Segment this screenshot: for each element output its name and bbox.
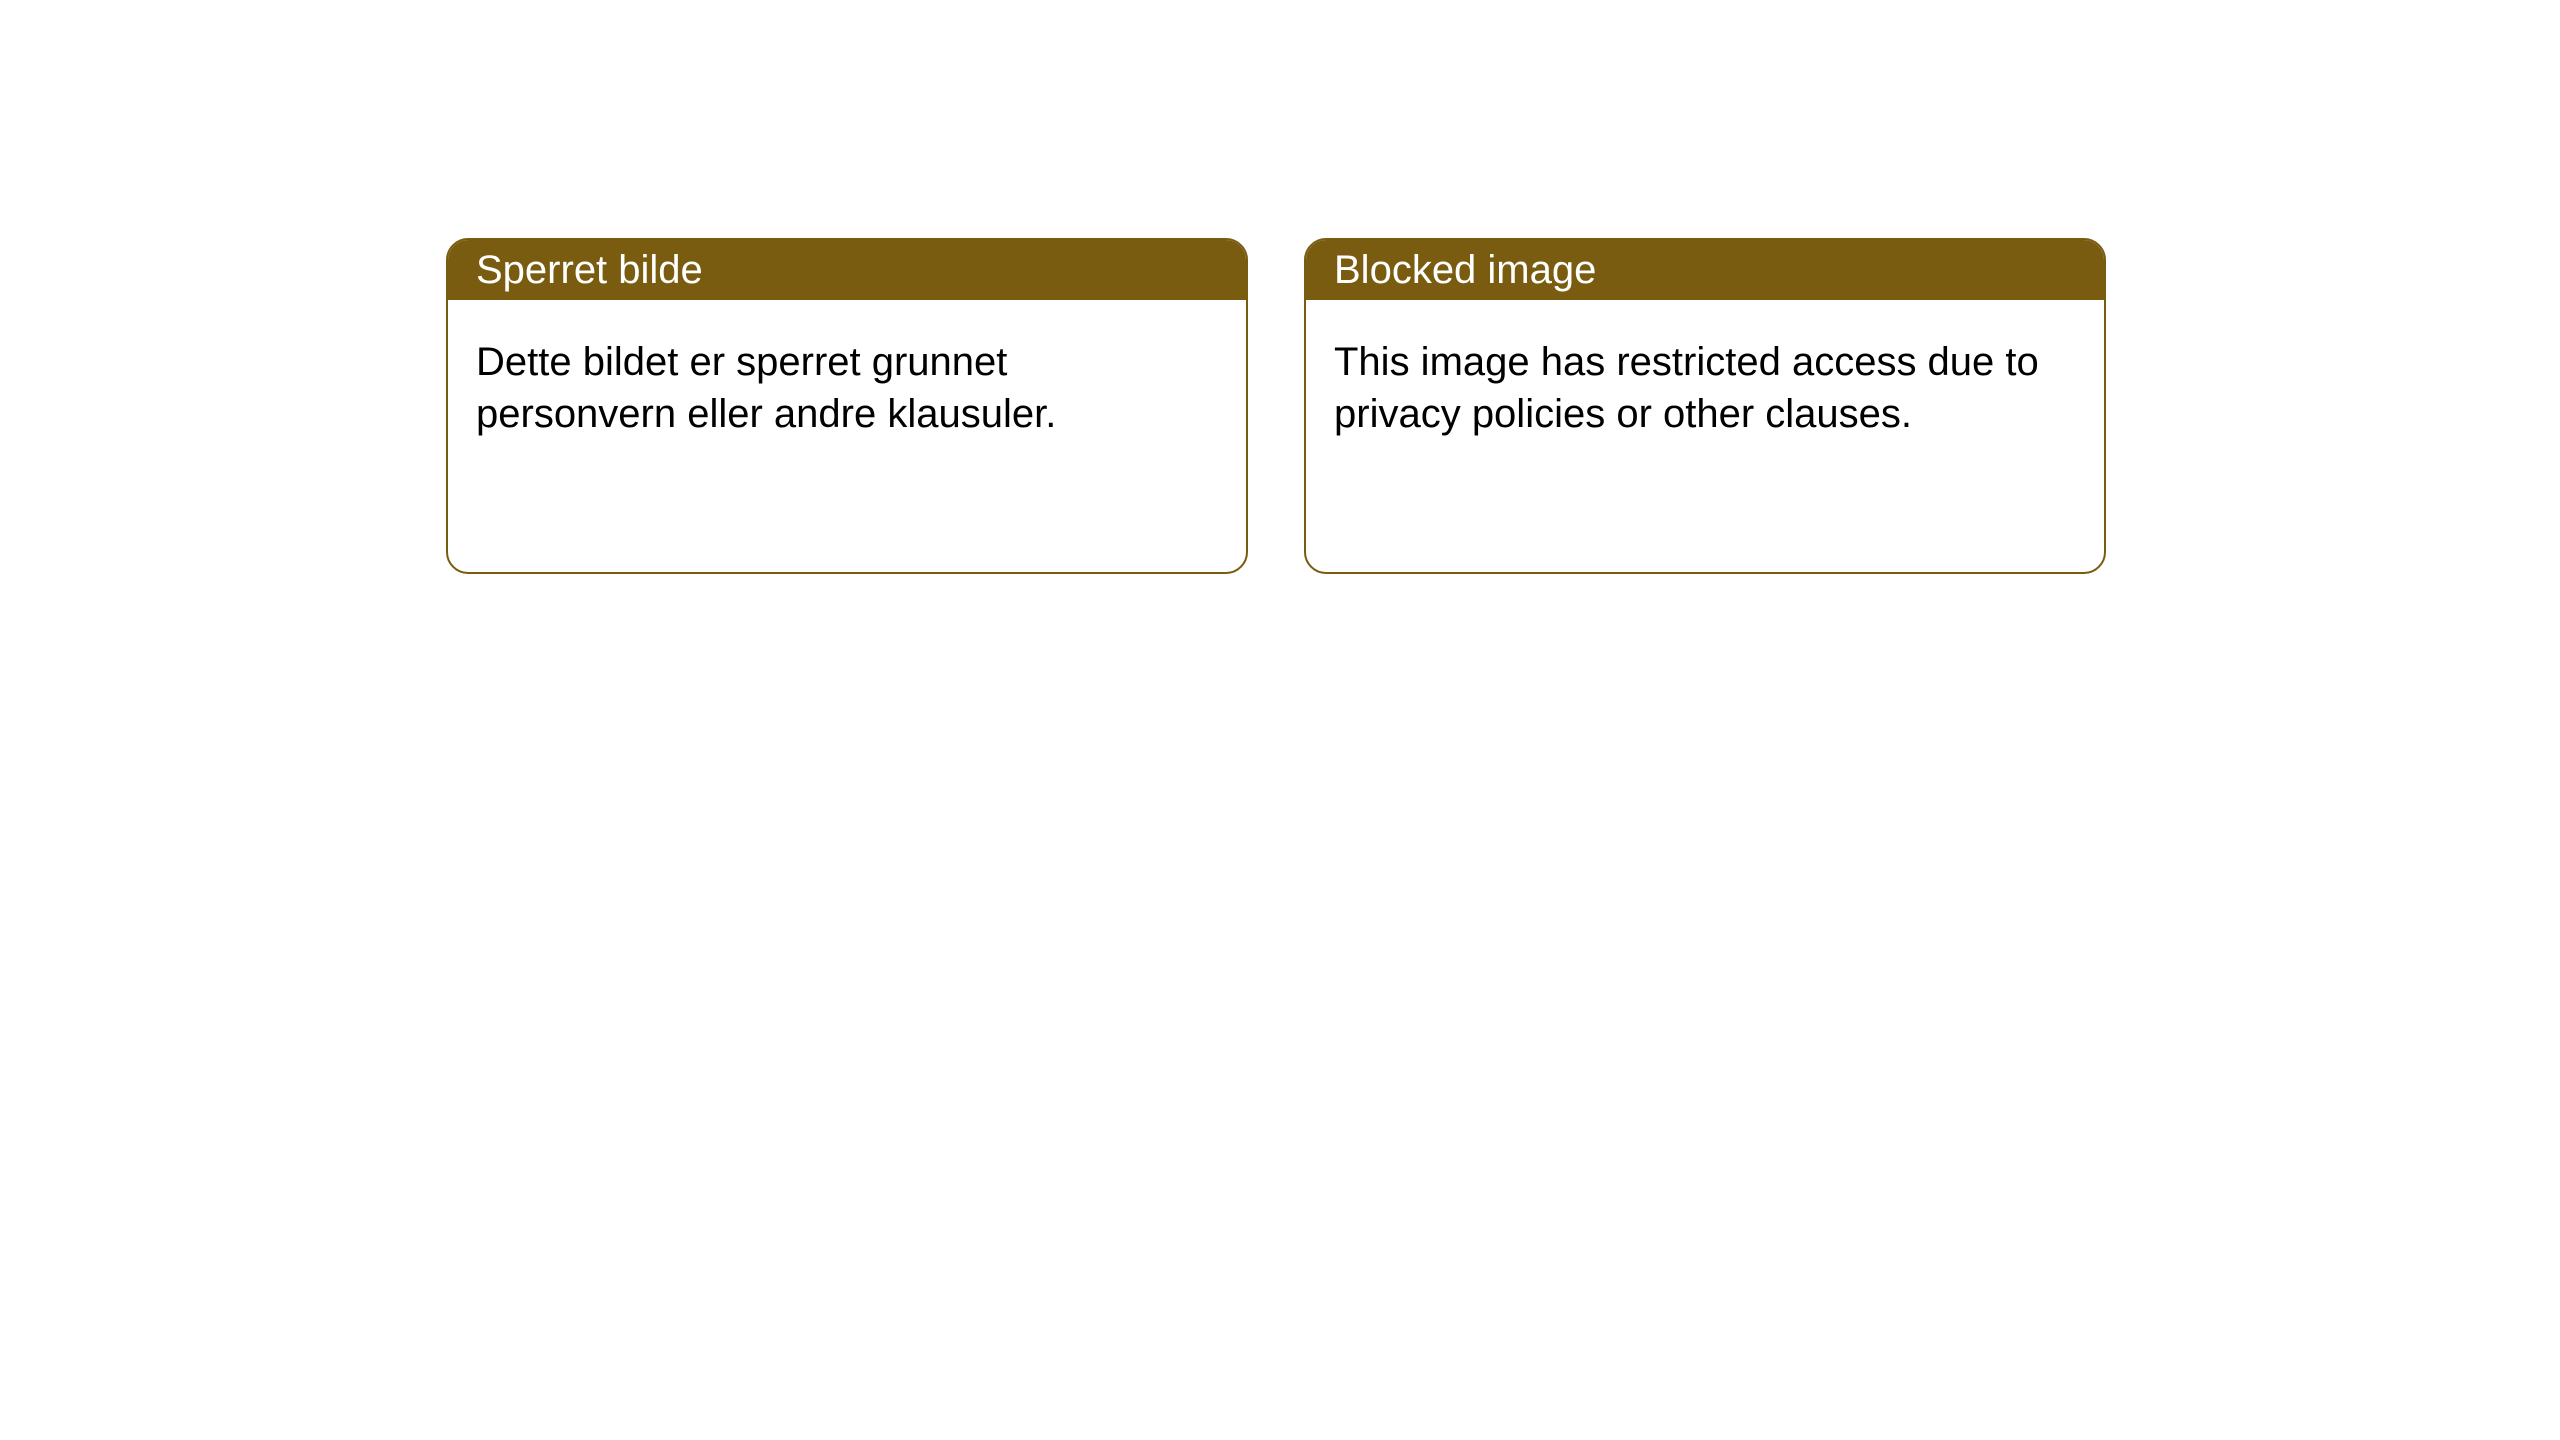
notice-card-body: This image has restricted access due to … xyxy=(1306,300,2104,476)
notice-card-title: Sperret bilde xyxy=(476,248,703,293)
notice-card-header: Sperret bilde xyxy=(448,240,1246,300)
notice-card-message: Dette bildet er sperret grunnet personve… xyxy=(476,336,1218,440)
notice-card-body: Dette bildet er sperret grunnet personve… xyxy=(448,300,1246,476)
notice-cards-container: Sperret bilde Dette bildet er sperret gr… xyxy=(446,238,2106,574)
notice-card-english: Blocked image This image has restricted … xyxy=(1304,238,2106,574)
notice-card-message: This image has restricted access due to … xyxy=(1334,336,2076,440)
notice-card-norwegian: Sperret bilde Dette bildet er sperret gr… xyxy=(446,238,1248,574)
notice-card-title: Blocked image xyxy=(1334,248,1596,293)
notice-card-header: Blocked image xyxy=(1306,240,2104,300)
